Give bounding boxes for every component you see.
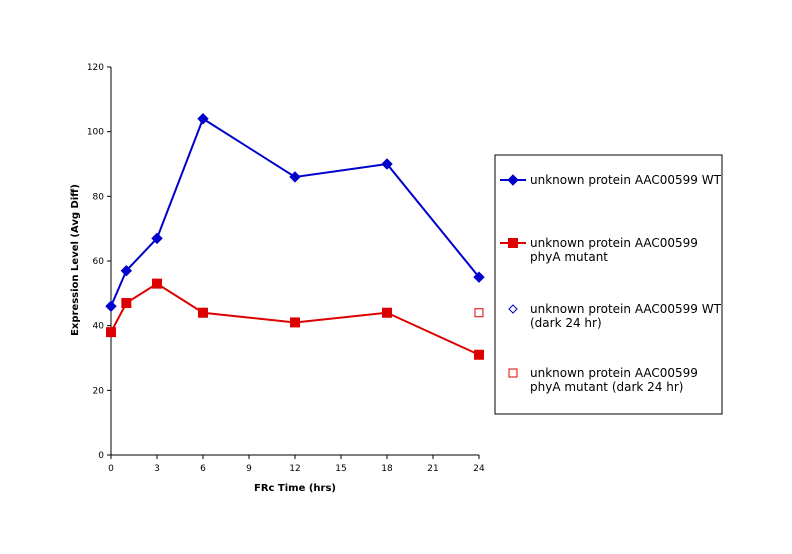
data-point	[120, 264, 133, 277]
y-tick-label: 120	[87, 63, 104, 73]
series-2	[106, 278, 484, 360]
x-tick-label: 21	[427, 464, 438, 474]
legend-label: (dark 24 hr)	[530, 316, 602, 330]
data-point	[151, 232, 163, 245]
legend-item-1: unknown protein AAC00599 WT	[500, 173, 722, 187]
legend-label: phyA mutant (dark 24 hr)	[530, 380, 683, 394]
legend-marker	[508, 368, 518, 378]
data-point	[105, 300, 117, 312]
data-point	[152, 278, 162, 289]
data-point	[382, 307, 392, 318]
legend-marker	[508, 304, 518, 314]
legend-box	[494, 154, 723, 415]
data-point	[290, 317, 300, 328]
data-point	[198, 307, 208, 318]
data-point	[474, 308, 484, 318]
x-tick-label: 3	[154, 464, 160, 474]
series-4	[474, 308, 484, 318]
data-point	[289, 171, 301, 183]
data-point	[121, 298, 132, 309]
data-point	[381, 158, 393, 170]
legend-label: phyA mutant	[530, 250, 608, 264]
y-tick-label: 100	[87, 128, 104, 138]
data-point	[473, 271, 485, 283]
y-tick-label: 80	[93, 192, 105, 202]
x-axis-ticks: 0 3 6 9 12 15 18 21 24	[108, 455, 485, 474]
x-tick-label: 18	[381, 464, 393, 474]
y-tick-label: 40	[93, 322, 105, 332]
y-tick-label: 60	[93, 257, 105, 267]
series-1	[105, 113, 485, 312]
x-tick-label: 9	[246, 464, 252, 474]
x-tick-label: 15	[335, 464, 346, 474]
y-axis-ticks: 0 20 40 60 80 100 120	[87, 63, 111, 461]
plot-axes	[110, 67, 479, 456]
data-point	[474, 349, 484, 360]
legend-marker	[507, 174, 519, 186]
x-tick-label: 6	[200, 464, 206, 474]
x-tick-label: 12	[289, 464, 300, 474]
y-tick-label: 0	[98, 451, 104, 461]
x-tick-label: 24	[473, 464, 485, 474]
legend-label: unknown protein AAC00599	[530, 366, 698, 380]
legend-item-3: unknown protein AAC00599 WT(dark 24 hr)	[508, 302, 722, 330]
legend-marker	[508, 238, 518, 248]
x-axis-title: FRc Time (hrs)	[254, 483, 336, 494]
legend-label: unknown protein AAC00599 WT	[530, 173, 722, 187]
legend-label: unknown protein AAC00599	[530, 236, 698, 250]
data-point	[106, 327, 116, 338]
y-tick-label: 20	[93, 386, 105, 396]
y-axis-title: Expression Level (Avg Diff)	[70, 184, 81, 336]
data-point	[197, 113, 209, 125]
x-tick-label: 0	[108, 464, 114, 474]
legend-label: unknown protein AAC00599 WT	[530, 302, 722, 316]
series-line	[110, 117, 480, 307]
series-layer	[105, 113, 485, 360]
